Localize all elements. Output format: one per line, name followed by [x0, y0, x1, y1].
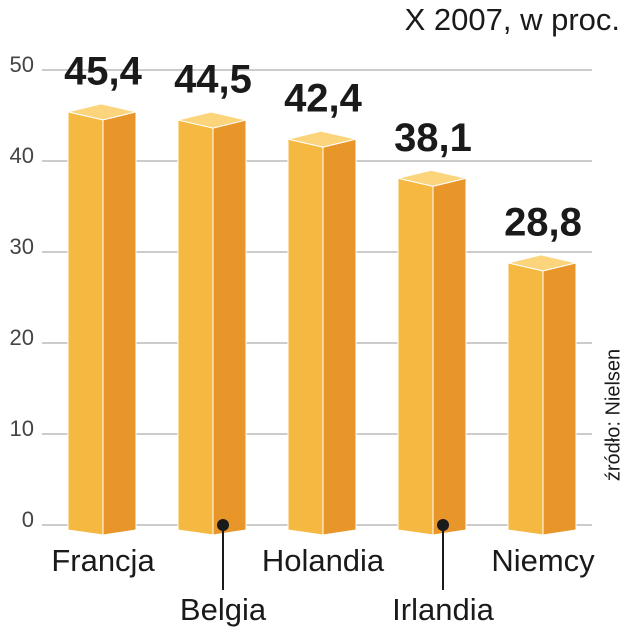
- bar-front: [177, 119, 214, 536]
- x-tick-label: Francja: [51, 543, 155, 578]
- value-label: 45,4: [64, 49, 143, 93]
- value-label: 28,8: [504, 200, 582, 244]
- bar-front: [507, 262, 544, 536]
- bar-top: [507, 254, 577, 272]
- bar-front: [67, 111, 104, 536]
- source: źródło: Nielsen: [602, 349, 624, 481]
- y-tick-label: 30: [10, 234, 34, 259]
- bar: [507, 254, 577, 536]
- y-tick-label: 0: [22, 507, 34, 532]
- bar-side: [432, 177, 467, 536]
- bar: [177, 111, 247, 536]
- leader-dot: [217, 519, 229, 531]
- bar-side: [542, 262, 577, 536]
- x-tick-label: Belgia: [180, 592, 267, 627]
- bar: [397, 169, 467, 536]
- bar-front: [397, 177, 434, 536]
- y-tick-label: 40: [10, 143, 34, 168]
- y-tick-label: 20: [10, 325, 34, 350]
- bar: [287, 130, 357, 536]
- bar-top: [177, 111, 247, 129]
- chart-title: X 2007, w proc.: [405, 2, 620, 37]
- bar-top: [67, 103, 137, 121]
- bar-front: [287, 138, 324, 536]
- y-tick-label: 50: [10, 52, 34, 77]
- bar-side: [322, 138, 357, 536]
- value-label: 38,1: [394, 116, 472, 160]
- bar-top: [397, 169, 467, 187]
- value-label: 44,5: [174, 58, 252, 102]
- bar-top: [287, 130, 357, 148]
- x-tick-label: Irlandia: [392, 592, 494, 627]
- bar-side: [212, 119, 247, 536]
- bar: [67, 103, 137, 536]
- leader-dot: [437, 519, 449, 531]
- bar-side: [102, 111, 137, 536]
- x-tick-label: Niemcy: [491, 543, 595, 578]
- value-label: 42,4: [284, 77, 363, 121]
- x-tick-label: Holandia: [262, 543, 385, 578]
- y-tick-label: 10: [10, 416, 34, 441]
